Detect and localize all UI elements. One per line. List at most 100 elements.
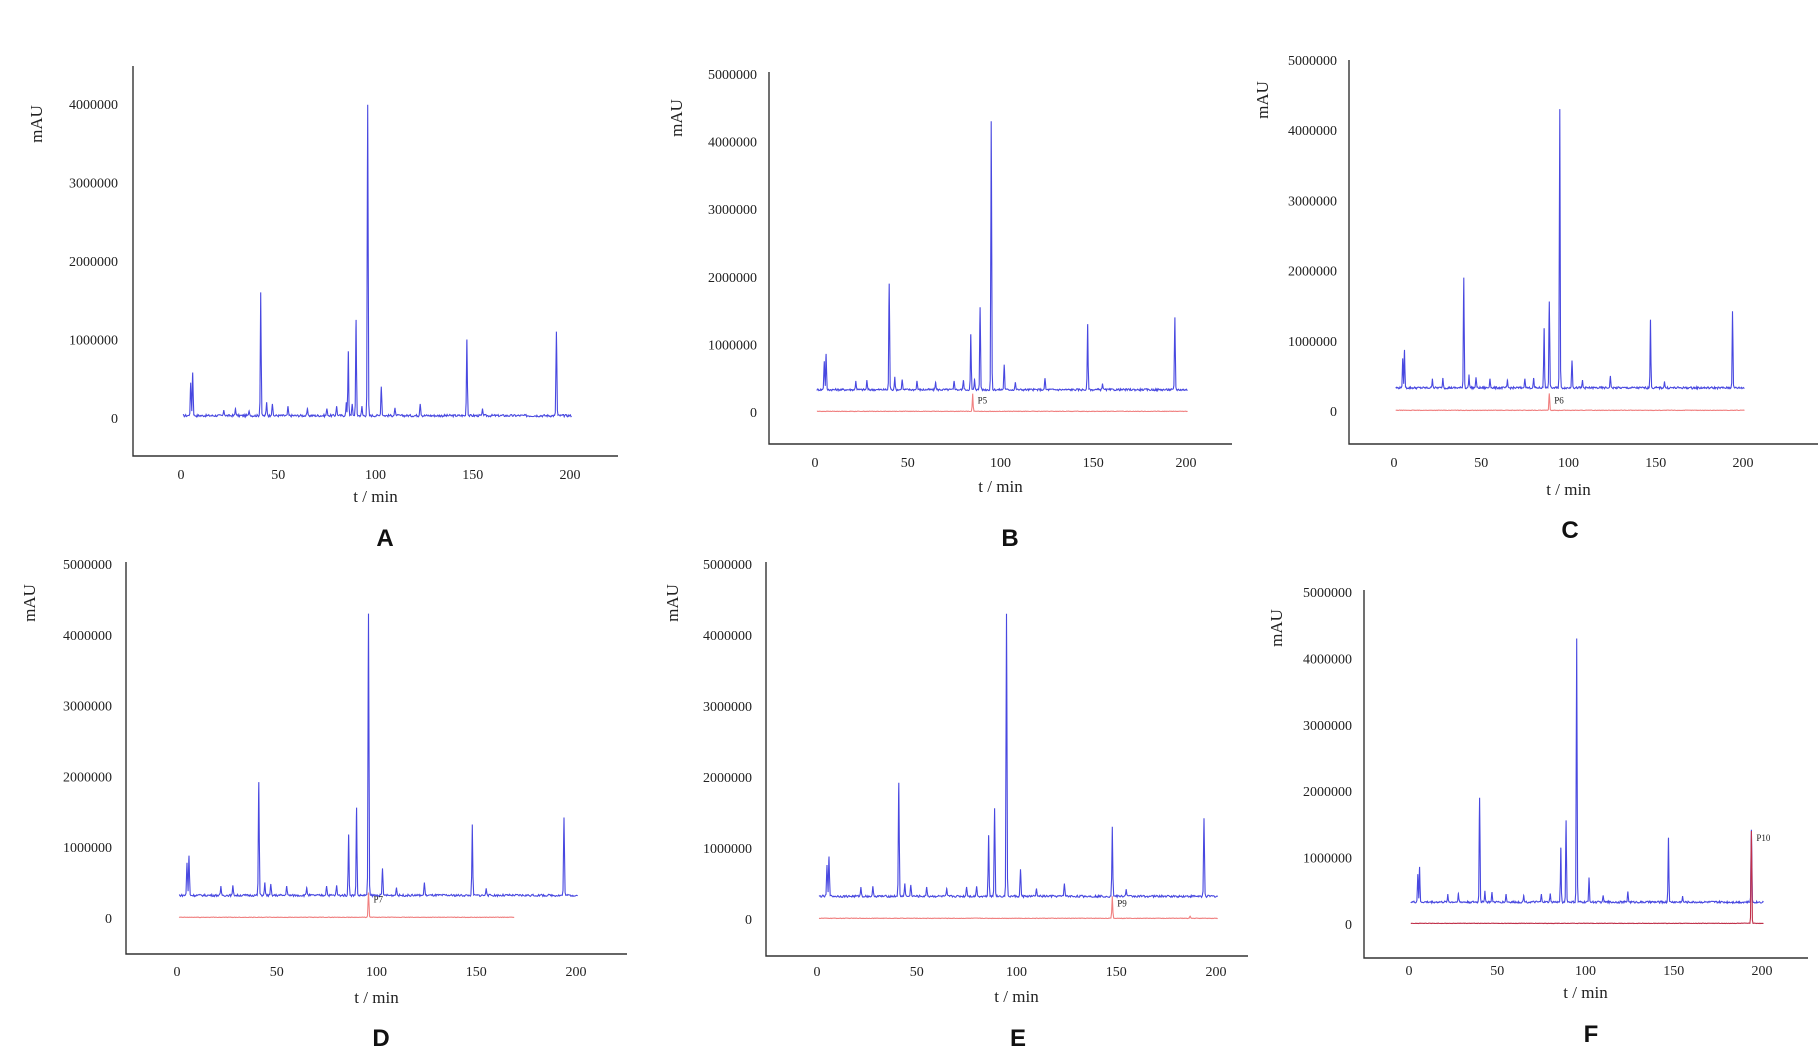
standard-trace <box>178 892 515 919</box>
x-tick-label: 150 <box>466 965 487 980</box>
x-axis-label: t / min <box>978 477 1023 496</box>
y-tick-label: 0 <box>1345 918 1352 933</box>
y-tick-label: 5000000 <box>1288 54 1337 69</box>
y-tick-label: 5000000 <box>703 558 752 573</box>
y-tick-label: 1000000 <box>703 842 752 857</box>
x-tick-label: 0 <box>1391 456 1398 471</box>
x-tick-label: 0 <box>812 456 819 471</box>
x-tick-label: 200 <box>566 965 587 980</box>
y-tick-label: 3000000 <box>69 177 118 192</box>
y-tick-label: 0 <box>750 406 757 421</box>
chart-panel-b: 0 1000000 2000000 3000000 4000000 5000000 0 50 1… <box>667 68 1232 552</box>
x-tick-label: 150 <box>1083 456 1104 471</box>
sample-trace <box>818 613 1219 899</box>
y-axis-label: mAU <box>667 99 686 137</box>
standard-trace <box>1395 393 1745 412</box>
y-tick-label: 5000000 <box>1303 586 1352 601</box>
y-axis-label: mAU <box>27 105 46 143</box>
standard-trace <box>1410 830 1764 925</box>
chart-panel-f: 0 1000000 2000000 3000000 4000000 5000000 0 50 1… <box>1267 586 1808 1048</box>
chart-panel-a: 0 1000000 2000000 3000000 4000000 0 50 100 150 20… <box>27 66 618 552</box>
sample-trace <box>816 121 1188 393</box>
x-tick-label: 50 <box>270 965 284 980</box>
y-tick-label: 4000000 <box>69 98 118 113</box>
x-tick-label: 150 <box>1106 965 1127 980</box>
axis-lines <box>765 562 1248 957</box>
y-tick-label: 3000000 <box>703 700 752 715</box>
x-tick-label: 50 <box>1490 964 1504 979</box>
y-axis-label: mAU <box>20 584 39 622</box>
y-axis-label: mAU <box>1267 609 1286 647</box>
x-tick-label: 150 <box>462 468 483 483</box>
x-tick-label: 100 <box>990 456 1011 471</box>
panel-label: D <box>372 1025 389 1052</box>
chart-panel-d: 0 1000000 2000000 3000000 4000000 5000000 0 50 1… <box>20 558 627 1052</box>
x-tick-label: 100 <box>1575 964 1596 979</box>
x-axis-label: t / min <box>1546 480 1591 499</box>
y-tick-label: 0 <box>105 912 112 927</box>
y-tick-label: 5000000 <box>63 558 112 573</box>
x-tick-label: 200 <box>1176 456 1197 471</box>
y-tick-label: 1000000 <box>1303 852 1352 867</box>
axis-lines <box>1348 60 1818 445</box>
y-tick-label: 1000000 <box>708 338 757 353</box>
x-tick-label: 150 <box>1663 964 1684 979</box>
x-tick-label: 50 <box>271 468 285 483</box>
standard-trace <box>818 896 1218 920</box>
x-tick-label: 0 <box>174 965 181 980</box>
y-tick-label: 4000000 <box>1288 124 1337 139</box>
peak-annotation: P5 <box>978 396 988 406</box>
x-tick-label: 0 <box>1406 964 1413 979</box>
x-tick-label: 0 <box>178 468 185 483</box>
y-tick-label: 3000000 <box>63 700 112 715</box>
axis-lines <box>132 66 618 457</box>
y-tick-label: 2000000 <box>703 771 752 786</box>
y-tick-label: 4000000 <box>703 629 752 644</box>
y-tick-label: 4000000 <box>1303 652 1352 667</box>
panel-label: B <box>1001 525 1018 552</box>
peak-annotation: P7 <box>374 895 384 905</box>
peak-annotation: P9 <box>1117 898 1127 908</box>
y-tick-label: 1000000 <box>69 334 118 349</box>
x-tick-label: 200 <box>1206 965 1227 980</box>
sample-trace <box>1410 638 1764 905</box>
x-axis-label: t / min <box>1563 983 1608 1002</box>
x-tick-label: 200 <box>1733 456 1754 471</box>
x-tick-label: 100 <box>1558 456 1579 471</box>
y-tick-label: 4000000 <box>63 629 112 644</box>
sample-trace <box>1395 109 1745 391</box>
x-tick-label: 200 <box>1752 964 1773 979</box>
y-tick-label: 3000000 <box>708 203 757 218</box>
chart-panel-c: 0 1000000 2000000 3000000 4000000 5000000 0 50 1… <box>1253 54 1818 544</box>
sample-trace <box>178 613 578 898</box>
x-tick-label: 50 <box>901 456 915 471</box>
x-tick-label: 100 <box>1006 965 1027 980</box>
x-tick-label: 0 <box>814 965 821 980</box>
x-tick-label: 50 <box>1474 456 1488 471</box>
y-tick-label: 3000000 <box>1303 719 1352 734</box>
panel-label: F <box>1584 1021 1599 1048</box>
y-tick-label: 2000000 <box>708 271 757 286</box>
x-tick-label: 100 <box>366 965 387 980</box>
y-axis-label: mAU <box>663 584 682 622</box>
chart-panel-e: 0 1000000 2000000 3000000 4000000 5000000 0 50 1… <box>663 558 1248 1052</box>
x-tick-label: 100 <box>365 468 386 483</box>
x-axis-label: t / min <box>354 988 399 1007</box>
axis-lines <box>125 562 627 955</box>
y-axis-label: mAU <box>1253 81 1272 119</box>
axis-lines <box>768 72 1232 445</box>
y-tick-label: 1000000 <box>1288 335 1337 350</box>
y-tick-label: 5000000 <box>708 68 757 83</box>
y-tick-label: 3000000 <box>1288 194 1337 209</box>
panel-label: A <box>376 525 393 552</box>
axis-lines <box>1363 590 1808 959</box>
y-tick-label: 0 <box>111 412 118 427</box>
y-tick-label: 4000000 <box>708 136 757 151</box>
x-tick-label: 150 <box>1645 456 1666 471</box>
y-tick-label: 2000000 <box>69 255 118 270</box>
y-tick-label: 1000000 <box>63 841 112 856</box>
panel-label: C <box>1561 517 1578 544</box>
y-tick-label: 2000000 <box>1288 265 1337 280</box>
x-axis-label: t / min <box>994 987 1039 1006</box>
